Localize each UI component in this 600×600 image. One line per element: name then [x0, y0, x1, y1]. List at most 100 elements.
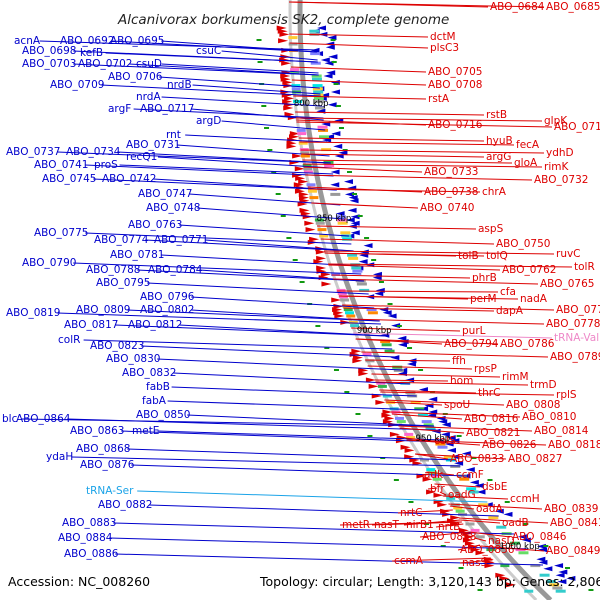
gene-label-abo_0742[interactable]: ABO_0742	[102, 173, 156, 185]
gene-label-bfr[interactable]: bfr	[430, 483, 445, 495]
gene-label-recq1[interactable]: recQ1	[126, 151, 157, 163]
gene-label-nasd[interactable]: nasD	[488, 535, 515, 547]
gene-label-abo_0762[interactable]: ABO_0762	[502, 264, 556, 276]
gene-label-faba[interactable]: fabA	[142, 395, 167, 407]
gene-label-abo_0692[interactable]: ABO_0692	[60, 35, 114, 47]
gene-label-abo_0794[interactable]: ABO_0794	[444, 338, 499, 350]
gene-label-abo_0732[interactable]: ABO_0732	[534, 174, 588, 186]
gene-label-acna[interactable]: acnA	[14, 35, 41, 47]
gene-label-abo_0698[interactable]: ABO_0698	[22, 45, 76, 57]
gene-label-abo_0795[interactable]: ABO_0795	[96, 277, 150, 289]
gene-label-ydah[interactable]: ydaH	[46, 451, 73, 463]
gene-label-gloa[interactable]: gloA	[514, 157, 538, 169]
gene-label-abo_0772[interactable]: ABO_0772	[556, 304, 600, 316]
gene-label-glpk[interactable]: glpK	[544, 115, 568, 127]
gene-label-purl[interactable]: purL	[462, 325, 486, 337]
gene-label-hom[interactable]: hom	[450, 375, 473, 387]
gene-label-abo_0833[interactable]: ABO_0833	[450, 453, 504, 465]
gene-label-phrb[interactable]: phrB	[472, 272, 497, 284]
gene-label-chra[interactable]: chrA	[482, 186, 507, 198]
gene-label-nrdb[interactable]: nrdB	[167, 79, 192, 91]
gene-label-cfa[interactable]: cfa	[500, 286, 516, 298]
gene-label-abo_0786[interactable]: ABO_0786	[500, 338, 555, 350]
gene-label-perm[interactable]: perM	[470, 293, 497, 305]
gene-label-ccma[interactable]: ccmA	[394, 555, 424, 567]
gene-label-abo_0708[interactable]: ABO_0708	[428, 79, 482, 91]
gene-label-ruvc[interactable]: ruvC	[556, 248, 581, 260]
gene-label-rnt[interactable]: rnt	[166, 129, 181, 141]
gene-label-abo_0685[interactable]: ABO_0685	[546, 1, 600, 13]
gene-label-abo_0731[interactable]: ABO_0731	[126, 139, 180, 151]
gene-label-pros[interactable]: proS	[94, 159, 118, 171]
gene-label-rstb[interactable]: rstB	[486, 109, 507, 121]
gene-label-abo_0886[interactable]: ABO_0886	[64, 548, 119, 560]
gene-label-nirb1[interactable]: nirB1	[406, 519, 434, 531]
gene-label-nast[interactable]: nasT	[374, 519, 400, 531]
gene-label-abo_0827[interactable]: ABO_0827	[508, 453, 562, 465]
gene-label-abo_0702[interactable]: ABO_0702	[78, 58, 132, 70]
gene-label-blc[interactable]: blc	[2, 413, 18, 425]
gene-label-argf[interactable]: argF	[108, 103, 131, 115]
gene-label-thrc[interactable]: thrC	[478, 387, 500, 399]
gene-label-abo_0765[interactable]: ABO_0765	[540, 278, 594, 290]
gene-label-ydhd[interactable]: ydhD	[546, 147, 574, 159]
gene-label-abo_0789[interactable]: ABO_0789	[550, 351, 600, 363]
gene-label-ffh[interactable]: ffh	[452, 355, 466, 367]
gene-label-ccmf[interactable]: ccmF	[456, 469, 484, 481]
gene-label-dapa[interactable]: dapA	[496, 305, 524, 317]
gene-label-metr[interactable]: metR	[342, 519, 370, 531]
gene-label-nass[interactable]: nasS	[462, 557, 488, 569]
gene-label-abo_0821[interactable]: ABO_0821	[466, 427, 520, 439]
gene-label-abo_0750[interactable]: ABO_0750	[496, 238, 550, 250]
gene-label-abo_0747[interactable]: ABO_0747	[138, 188, 192, 200]
gene-label-abo_0763[interactable]: ABO_0763	[128, 219, 182, 231]
gene-label-abo_0830[interactable]: ABO_0830	[106, 353, 160, 365]
gene-label-tolq[interactable]: tolQ	[486, 250, 508, 262]
gene-label-adk[interactable]: adk	[424, 469, 444, 481]
gene-label-abo_0716[interactable]: ABO_0716	[428, 119, 483, 131]
gene-label-rimm[interactable]: rimM	[502, 371, 529, 383]
gene-label-abo_0706[interactable]: ABO_0706	[108, 71, 163, 83]
gene-label-mete[interactable]: metE	[132, 425, 159, 437]
gene-label-abo_0846[interactable]: ABO_0846	[512, 531, 567, 543]
gene-label-argg[interactable]: argG	[486, 151, 511, 163]
gene-label-trna-ser[interactable]: tRNA-Ser	[86, 485, 134, 497]
gene-label-hyub[interactable]: hyuB	[486, 135, 513, 147]
gene-label-tolr[interactable]: tolR	[574, 261, 595, 273]
gene-label-abo_0809[interactable]: ABO_0809	[76, 304, 130, 316]
gene-label-abo_0841[interactable]: ABO_0841	[550, 517, 600, 529]
gene-label-abo_0737[interactable]: ABO_0737	[6, 146, 60, 158]
gene-label-spou[interactable]: spoU	[444, 399, 470, 411]
gene-label-abo_0812[interactable]: ABO_0812	[128, 319, 182, 331]
gene-label-cols[interactable]: colS	[434, 435, 456, 447]
gene-label-dsbe[interactable]: dsbE	[482, 481, 507, 493]
gene-label-abo_0781[interactable]: ABO_0781	[110, 249, 164, 261]
gene-label-abo_0741[interactable]: ABO_0741	[34, 159, 88, 171]
gene-label-abo_0876[interactable]: ABO_0876	[80, 459, 135, 471]
gene-label-abo_0684[interactable]: ABO_0684	[490, 1, 545, 13]
gene-label-fabb[interactable]: fabB	[146, 381, 170, 393]
gene-label-abo_0771[interactable]: ABO_0771	[154, 234, 208, 246]
gene-label-abo_0802[interactable]: ABO_0802	[140, 304, 194, 316]
gene-label-oadg[interactable]: oadG	[448, 489, 476, 501]
gene-label-abo_0818[interactable]: ABO_0818	[548, 439, 600, 451]
gene-label-kefb[interactable]: kefB	[80, 47, 103, 59]
gene-label-abo_0884[interactable]: ABO_0884	[58, 532, 113, 544]
gene-label-abo_0883[interactable]: ABO_0883	[62, 517, 116, 529]
gene-label-abo_0849[interactable]: ABO_0849	[546, 545, 600, 557]
gene-label-abo_0832[interactable]: ABO_0832	[122, 367, 176, 379]
gene-label-abo_0705[interactable]: ABO_0705	[428, 66, 482, 78]
gene-label-abo_0733[interactable]: ABO_0733	[424, 166, 478, 178]
gene-label-abo_0778[interactable]: ABO_0778	[546, 318, 600, 330]
gene-label-asps[interactable]: aspS	[478, 223, 504, 235]
gene-label-abo_0882[interactable]: ABO_0882	[98, 499, 152, 511]
gene-label-abo_0717[interactable]: ABO_0717	[140, 103, 194, 115]
gene-label-abo_0790[interactable]: ABO_0790	[22, 257, 76, 269]
gene-label-ccmh[interactable]: ccmH	[510, 493, 540, 505]
gene-label-nrtc[interactable]: nrtC	[400, 507, 422, 519]
gene-label-nrda[interactable]: nrdA	[136, 91, 161, 103]
gene-label-nrtb[interactable]: nrtB	[438, 521, 460, 533]
gene-label-colr[interactable]: colR	[58, 334, 80, 346]
gene-label-abo_0856[interactable]: ABO_0856	[460, 544, 515, 556]
gene-label-abo_0734[interactable]: ABO_0734	[66, 146, 121, 158]
